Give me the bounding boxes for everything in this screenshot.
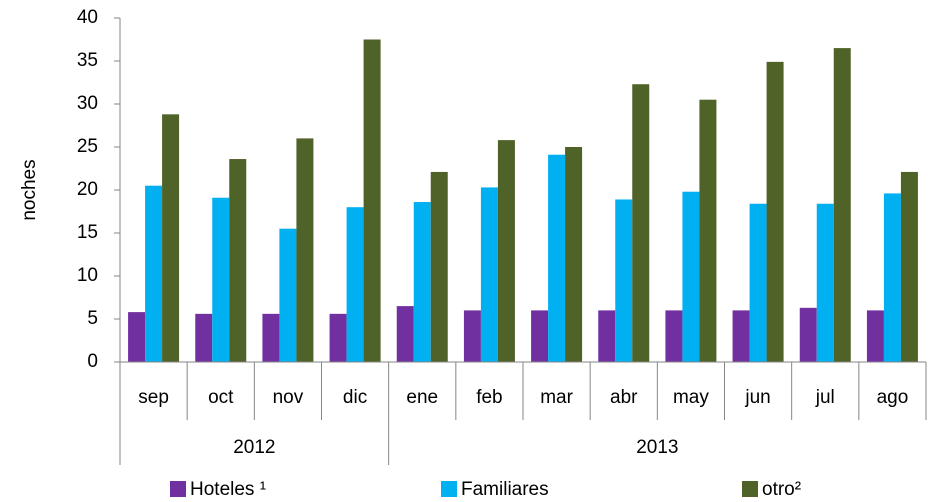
x-tick-label: ago — [877, 387, 909, 408]
bar — [195, 313, 213, 362]
bar — [799, 307, 817, 362]
bar — [262, 313, 280, 362]
bar — [363, 39, 381, 362]
y-tick-label: 35 — [77, 50, 98, 71]
bar — [732, 310, 750, 362]
y-tick-label: 40 — [77, 7, 98, 28]
bar — [699, 99, 717, 362]
bar — [497, 140, 515, 362]
bar — [430, 171, 448, 362]
bar — [615, 199, 633, 362]
y-tick-label: 0 — [87, 351, 98, 372]
y-tick-label: 10 — [77, 265, 98, 286]
bar — [816, 203, 834, 362]
x-tick-label: oct — [208, 387, 234, 408]
legend-swatch — [742, 481, 758, 497]
y-tick-label: 25 — [77, 136, 98, 157]
x-tick-label: jun — [744, 387, 770, 408]
bar — [866, 310, 884, 362]
legend-label: Familiares — [461, 479, 549, 500]
x-tick-label: sep — [138, 387, 169, 408]
bar — [665, 310, 683, 362]
x-tick-label: may — [673, 387, 709, 408]
bar — [548, 154, 566, 362]
bar — [833, 48, 851, 362]
bar — [296, 138, 314, 362]
bar — [145, 185, 163, 362]
y-tick-label: 30 — [77, 93, 98, 114]
bar — [162, 114, 180, 362]
bar — [749, 203, 767, 362]
bar — [900, 171, 918, 362]
group-label: 2012 — [233, 437, 275, 458]
x-tick-label: abr — [610, 387, 638, 408]
bar — [531, 310, 549, 362]
bar — [632, 84, 650, 362]
bar — [413, 202, 431, 362]
legend-swatch — [170, 481, 186, 497]
bar — [565, 147, 583, 362]
bar — [396, 306, 414, 362]
bar — [766, 61, 784, 363]
y-tick-label: 5 — [87, 308, 98, 329]
x-tick-label: feb — [476, 387, 502, 408]
legend-label: otro² — [762, 479, 801, 500]
x-tick-label: nov — [273, 387, 304, 408]
y-tick-label: 20 — [77, 179, 98, 200]
bar — [212, 197, 230, 362]
bar — [598, 310, 616, 362]
bar — [480, 187, 498, 362]
bar — [128, 312, 146, 362]
x-tick-label: dic — [343, 387, 367, 408]
group-label: 2013 — [636, 437, 678, 458]
bar — [346, 207, 364, 362]
bar — [229, 159, 247, 362]
x-tick-label: jul — [815, 387, 835, 408]
x-tick-label: mar — [540, 387, 573, 408]
x-tick-label: ene — [406, 387, 438, 408]
bar — [682, 191, 700, 362]
bar — [329, 313, 347, 362]
bar — [463, 310, 481, 362]
bar — [883, 193, 901, 362]
bar — [279, 228, 297, 362]
legend-label: Hoteles ¹ — [190, 479, 266, 500]
y-axis-title: noches — [19, 159, 40, 220]
legend-swatch — [441, 481, 457, 497]
y-tick-label: 15 — [77, 222, 98, 243]
